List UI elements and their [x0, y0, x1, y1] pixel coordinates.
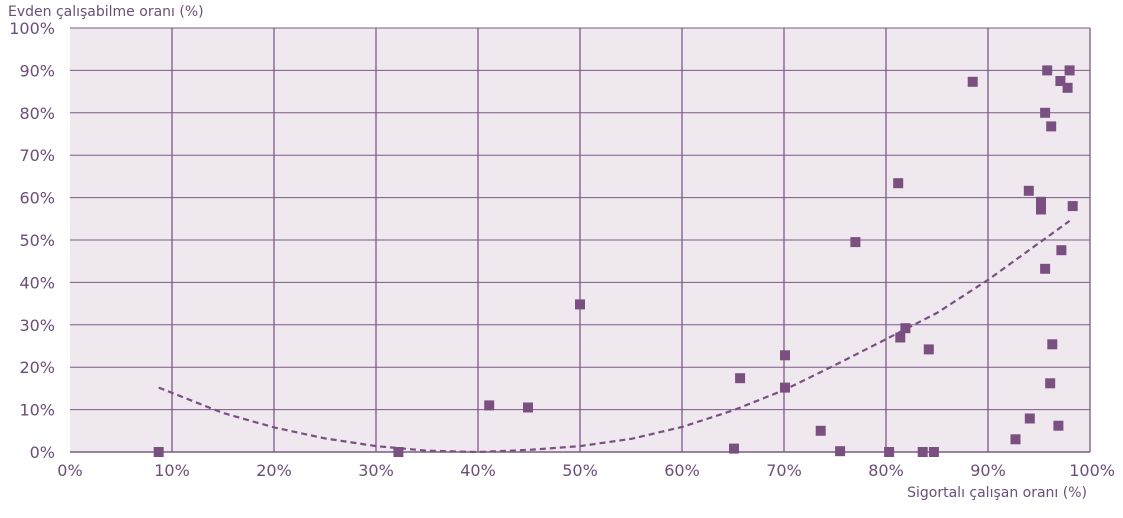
data-point: [923, 344, 934, 355]
data-point: [1055, 76, 1066, 86]
y-tick-label: 70%: [19, 146, 55, 165]
data-point: [928, 447, 939, 457]
y-tick-label: 20%: [19, 358, 55, 377]
data-point: [1023, 185, 1034, 196]
y-tick-label: 90%: [19, 61, 55, 80]
y-tick-label: 50%: [19, 231, 55, 250]
y-tick-label: 60%: [19, 189, 55, 208]
data-point: [729, 443, 739, 454]
y-axis-ticks: 0% 10% 20% 30% 40% 50% 60% 70% 80% 90% 100%: [9, 19, 55, 462]
x-tick-label: 70%: [766, 461, 802, 480]
data-point: [884, 447, 895, 457]
data-points: [153, 65, 1078, 457]
data-point: [967, 76, 978, 87]
trendline: [158, 220, 1071, 454]
y-tick-label: 80%: [19, 104, 55, 123]
x-tick-label: 60%: [664, 461, 700, 480]
data-point: [780, 350, 790, 361]
data-point: [1040, 263, 1051, 274]
data-point: [1064, 65, 1075, 76]
data-point: [735, 373, 746, 384]
y-tick-label: 0%: [30, 443, 55, 462]
data-point: [1053, 420, 1064, 431]
data-point: [895, 332, 906, 343]
grid-lines: [70, 27, 1091, 453]
data-point: [850, 237, 861, 248]
x-tick-label: 0%: [57, 461, 82, 480]
x-tick-label: 30%: [358, 461, 394, 480]
data-point: [1046, 121, 1057, 132]
y-axis-title: Evden çalışabilme oranı (%): [8, 4, 204, 20]
x-tick-label: 80%: [868, 461, 904, 480]
data-point: [1056, 245, 1067, 256]
y-tick-label: 100%: [9, 19, 55, 38]
y-tick-label: 40%: [19, 273, 55, 292]
data-point: [835, 446, 846, 457]
data-point: [393, 447, 404, 457]
data-point: [893, 178, 904, 189]
data-point: [1042, 65, 1053, 76]
data-point: [523, 402, 533, 413]
x-tick-label: 100%: [1069, 461, 1115, 480]
data-point: [1062, 82, 1073, 93]
data-point: [815, 425, 826, 436]
y-tick-label: 30%: [19, 316, 55, 335]
x-tick-label: 10%: [154, 461, 190, 480]
data-point: [1036, 204, 1046, 215]
data-point: [1024, 413, 1035, 424]
x-tick-label: 20%: [256, 461, 292, 480]
data-point: [484, 400, 495, 411]
x-tick-label: 50%: [562, 461, 598, 480]
x-axis-ticks: 0% 10% 20% 30% 40% 50% 60% 70% 80% 90% 100%: [57, 461, 1115, 480]
data-point: [1036, 196, 1046, 207]
data-point: [153, 447, 164, 457]
data-point: [575, 299, 585, 310]
data-point: [1010, 434, 1021, 445]
data-point: [1067, 201, 1078, 212]
data-point: [1047, 339, 1058, 350]
x-tick-label: 40%: [460, 461, 496, 480]
data-point: [1040, 107, 1051, 118]
y-tick-label: 10%: [19, 401, 55, 420]
x-tick-label: 90%: [970, 461, 1006, 480]
x-axis-title: Sigortalı çalışan oranı (%): [907, 485, 1087, 501]
data-point: [780, 382, 790, 393]
data-point: [917, 447, 928, 457]
data-point: [1045, 378, 1056, 389]
data-point: [900, 323, 911, 334]
